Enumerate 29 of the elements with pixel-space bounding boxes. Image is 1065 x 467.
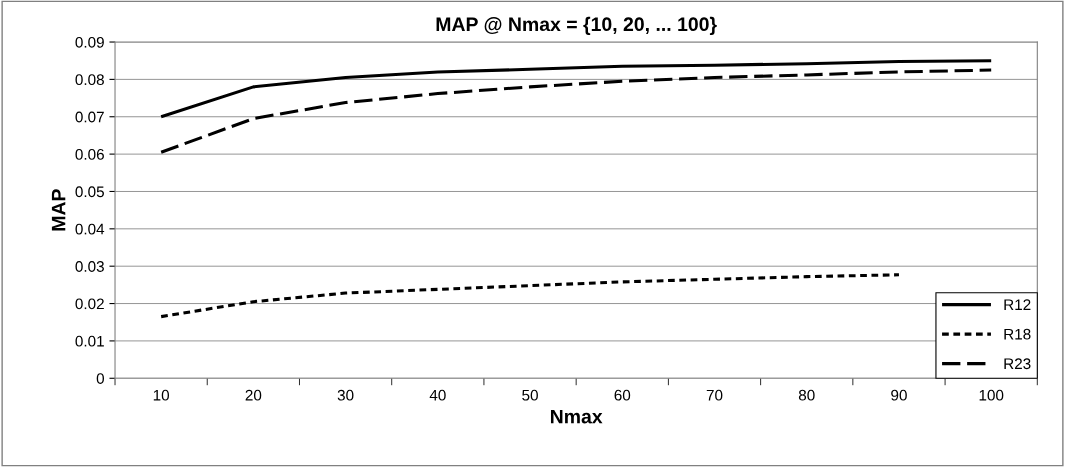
x-tick-label: 40 (429, 389, 446, 401)
line-series (159, 59, 993, 119)
x-axis-title: Nmax (550, 409, 603, 424)
y-tick-label: 0.07 (75, 111, 104, 123)
y-tick-label: 0.02 (75, 298, 104, 310)
y-tick-label: 0.01 (75, 335, 104, 347)
chart-title: MAP @ Nmax = {10, 20, ... 100} (436, 16, 717, 35)
legend-label: R23 (1004, 358, 1031, 370)
y-tick-label: 0.03 (75, 261, 104, 272)
x-tick-label: 10 (153, 389, 170, 401)
y-tick-label: 0.05 (75, 186, 104, 198)
x-tick-label: 50 (522, 389, 538, 401)
x-tick-label: 100 (979, 389, 1004, 401)
legend-label: R18 (1004, 328, 1031, 340)
x-tick-label: 30 (337, 389, 354, 401)
legend-label: R12 (1004, 299, 1031, 310)
y-tick-label: 0 (96, 373, 105, 384)
y-tick-label: 0.08 (75, 74, 104, 86)
x-tick-label: 90 (891, 389, 907, 401)
x-tick-label: 70 (706, 389, 723, 401)
x-tick-label: 80 (798, 389, 815, 401)
x-tick-label: 60 (614, 389, 631, 401)
y-tick-label: 0.04 (75, 223, 105, 235)
line-series (159, 273, 901, 319)
x-tick-label: 20 (245, 389, 262, 401)
y-tick-label: 0.06 (75, 148, 104, 160)
line-series (159, 68, 993, 154)
y-axis-title: MAP (51, 189, 66, 231)
y-tick-label: 0.09 (75, 36, 104, 48)
